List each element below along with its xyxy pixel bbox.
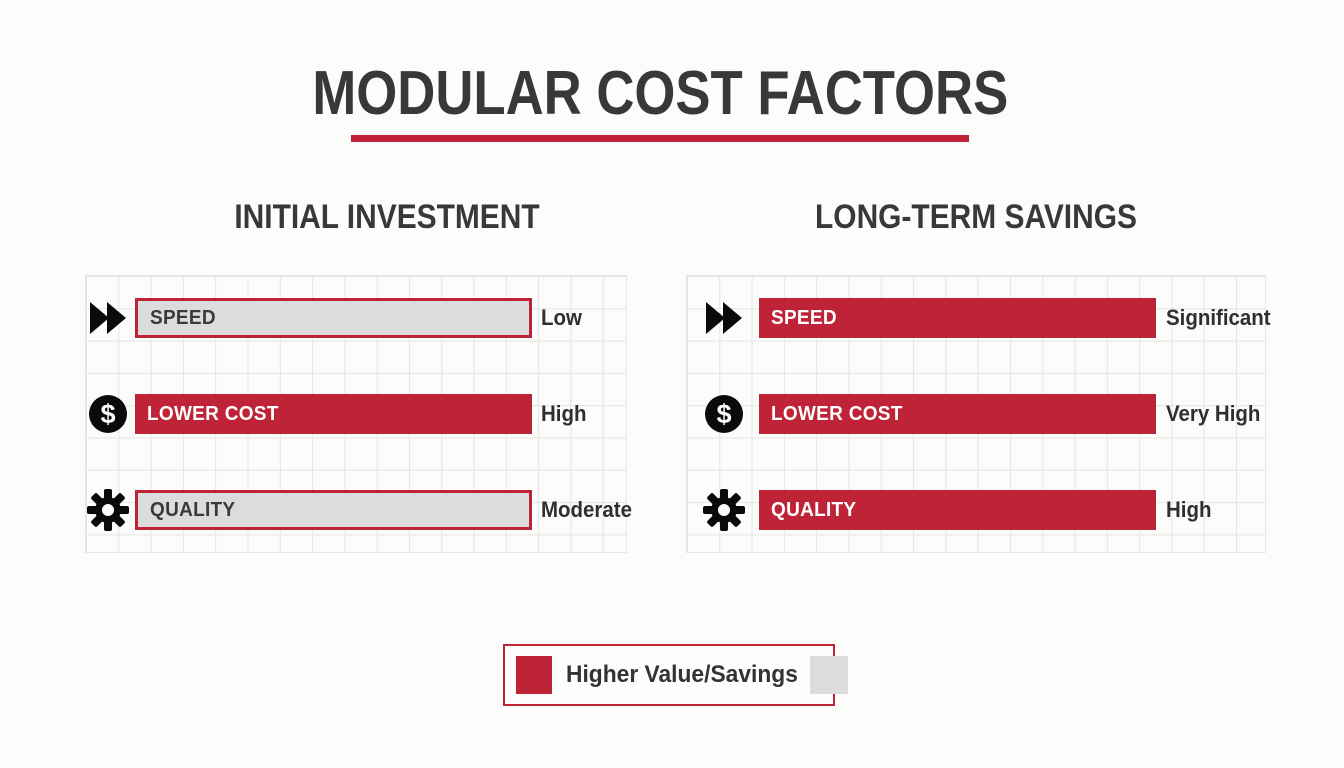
title-block: MODULAR COST FACTORS bbox=[0, 58, 1320, 142]
bar-value: High bbox=[541, 401, 587, 426]
legend-higher-swatch bbox=[516, 656, 552, 694]
panel-heading-initial-investment: INITIAL INVESTMENT bbox=[234, 198, 540, 236]
bar-lower-cost: LOWER COST bbox=[759, 394, 1156, 434]
bar-quality: QUALITY bbox=[135, 490, 532, 530]
bar-speed: SPEED bbox=[759, 298, 1156, 338]
bar-speed: SPEED bbox=[135, 298, 532, 338]
svg-text:$: $ bbox=[716, 399, 731, 429]
chart-initial-investment: SPEED Low $ LOWER COST High bbox=[85, 275, 632, 553]
bar-label: LOWER COST bbox=[147, 402, 279, 425]
bar-value: Significant bbox=[1166, 305, 1271, 330]
bar-lower-cost: LOWER COST bbox=[135, 394, 532, 434]
legend: Higher Value/Savings bbox=[503, 644, 849, 706]
page-title: MODULAR COST FACTORS bbox=[312, 59, 1008, 128]
title-underline bbox=[351, 135, 969, 142]
fast-forward-icon bbox=[86, 296, 130, 340]
legend-label: Higher Value/Savings bbox=[566, 661, 798, 688]
bar-value: Low bbox=[541, 305, 582, 330]
gear-icon bbox=[86, 488, 130, 532]
bar-value: High bbox=[1166, 497, 1212, 522]
bar-label: QUALITY bbox=[771, 498, 857, 521]
fast-forward-icon bbox=[702, 296, 746, 340]
gear-icon bbox=[702, 488, 746, 532]
bar-value: Very High bbox=[1166, 401, 1261, 426]
bar-label: SPEED bbox=[771, 306, 837, 329]
dollar-icon: $ bbox=[702, 392, 746, 436]
bar-label: LOWER COST bbox=[771, 402, 903, 425]
dollar-icon: $ bbox=[86, 392, 130, 436]
panel-heading-long-term-savings: LONG-TERM SAVINGS bbox=[815, 198, 1137, 236]
bar-quality: QUALITY bbox=[759, 490, 1156, 530]
bar-label: SPEED bbox=[150, 306, 216, 329]
bar-label: QUALITY bbox=[150, 498, 236, 521]
legend-lower-swatch bbox=[810, 656, 849, 694]
svg-text:$: $ bbox=[100, 399, 115, 429]
chart-long-term-savings: SPEED Significant $ LOWER COST Very High bbox=[686, 275, 1271, 553]
bar-value: Moderate bbox=[541, 497, 632, 522]
